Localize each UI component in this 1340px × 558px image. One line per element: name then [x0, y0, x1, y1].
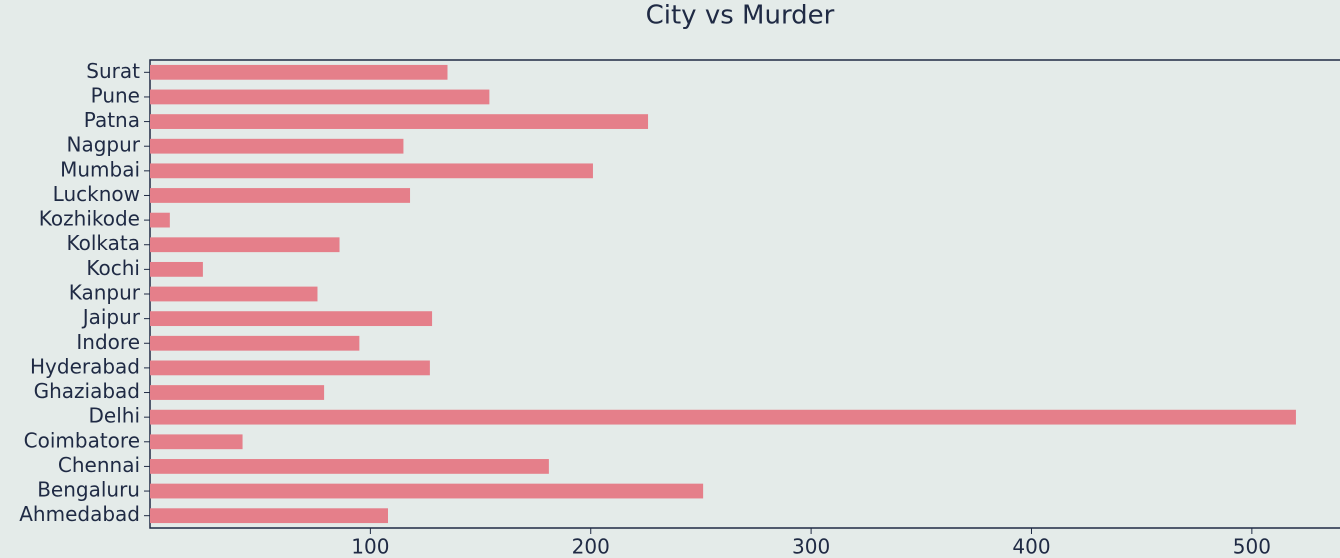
y-tick-label: Ghaziabad: [34, 379, 140, 403]
bar: [150, 311, 433, 327]
bar: [150, 360, 430, 376]
bar: [150, 163, 593, 179]
bar: [150, 261, 203, 277]
x-tick-label: 500: [1233, 535, 1271, 558]
bar: [150, 138, 404, 154]
bar: [150, 114, 649, 129]
y-tick-label: Kochi: [86, 256, 140, 280]
bar: [150, 237, 340, 253]
x-tick-label: 100: [351, 535, 389, 558]
bar: [150, 409, 1296, 425]
y-tick-label: Ahmedabad: [19, 502, 140, 526]
bar: [150, 64, 448, 80]
y-tick-label: Pune: [91, 83, 140, 107]
y-tick-label: Nagpur: [66, 133, 140, 157]
plot-area: [149, 59, 1340, 529]
y-tick-label: Mumbai: [60, 157, 140, 181]
x-tick-label: 300: [792, 535, 830, 558]
chart-title: City vs Murder: [646, 1, 835, 31]
y-tick-label: Indore: [76, 330, 140, 354]
bar: [150, 212, 170, 228]
y-tick-label: Kanpur: [69, 281, 141, 305]
bar: [150, 286, 318, 302]
bar: [150, 459, 549, 474]
y-tick-label: Lucknow: [53, 182, 140, 206]
x-tick-label: 200: [572, 535, 610, 558]
y-tick-label: Kolkata: [67, 231, 141, 255]
bar: [150, 385, 325, 400]
y-tick-label: Kozhikode: [39, 207, 140, 231]
bar: [150, 483, 704, 499]
bar: [150, 188, 411, 203]
y-tick-label: Jaipur: [81, 305, 141, 329]
y-tick-label: Hyderabad: [30, 354, 140, 378]
x-tick-label: 400: [1012, 535, 1050, 558]
bar: [150, 508, 388, 524]
y-tick-label: Surat: [86, 59, 140, 83]
y-tick-label: Patna: [84, 108, 140, 132]
bar: [150, 89, 490, 105]
y-tick-label: Coimbatore: [24, 428, 140, 452]
bar: [150, 434, 243, 450]
y-tick-label: Chennai: [58, 453, 140, 477]
bar: [150, 335, 360, 351]
y-tick-label: Delhi: [89, 404, 141, 428]
y-tick-label: Bengaluru: [37, 478, 140, 502]
